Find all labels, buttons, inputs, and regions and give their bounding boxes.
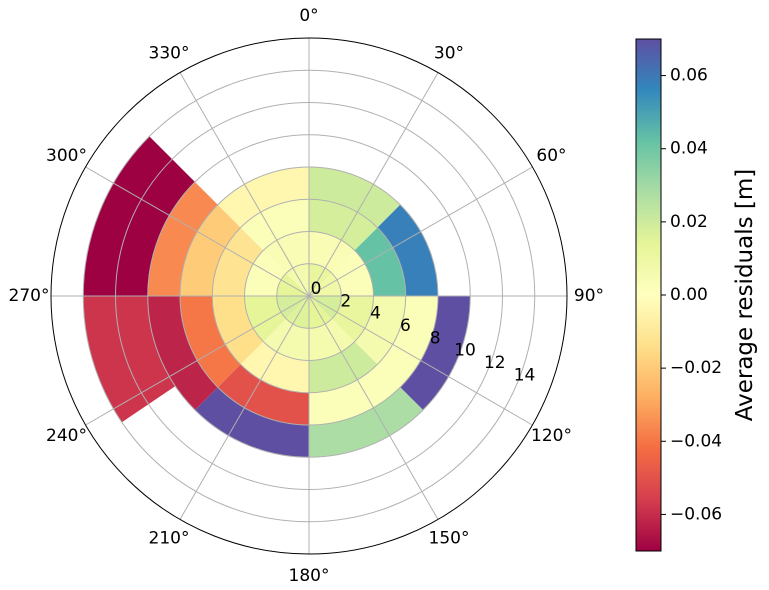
angular-gridline [85,166,310,297]
polar-frame [50,37,568,555]
polar-bin [354,296,406,365]
theta-tick-label: 330° [149,44,190,64]
colorbar-tick-label: 0.04 [670,139,708,159]
polar-bin [286,263,309,296]
angular-gridline [85,295,310,426]
colorbar-tick-label: 0.06 [670,66,708,86]
polar-bin [309,167,401,228]
polar-bin [217,167,309,228]
polar-bin [286,296,309,329]
colorbar-gradient [635,38,662,552]
polar-bin [354,227,406,296]
r-tick-label: 6 [400,316,411,336]
theta-tick-label: 30° [434,44,464,64]
r-tick-label: 2 [340,291,351,311]
colorbar-tick-label: −0.04 [670,431,722,451]
polar-bin [83,296,176,423]
theta-tick-label: 180° [289,566,330,586]
polar-bin [217,364,309,425]
colorbar-ticks: −0.06 −0.04 −0.02 0.00 0.02 0.04 0.06 [661,66,722,524]
polar-bin [276,273,309,296]
theta-tick-label: 60° [536,146,566,166]
polar-bin [180,296,241,388]
theta-tick-labels: 0° 30° 60° 90° 120° 150° 180° 210° 240° 270° 300° 3… [9,6,605,586]
polar-bin [240,341,309,393]
r-tick-label: 4 [370,304,381,324]
colorbar-tick-label: −0.06 [670,504,722,524]
polar-bin [147,181,218,296]
r-tick-label: 10 [454,341,476,361]
polar-bin [180,204,241,296]
r-tick-label: 0 [311,279,322,299]
polar-bin [377,204,438,296]
polar-bin [194,387,309,458]
theta-tick-label: 270° [9,286,50,306]
polar-bin [240,199,309,251]
polar-bins [83,136,471,458]
theta-tick-label: 240° [46,426,87,446]
polar-bin [309,231,355,274]
angular-gridline [308,295,439,520]
polar-bin [309,199,378,251]
polar-bin [377,296,438,388]
polar-bin [276,296,309,319]
polar-bin [263,318,309,361]
angular-gridline [308,166,533,297]
polar-grid [51,38,567,554]
polar-bin [83,136,195,296]
colorbar-tick-label: −0.02 [670,358,722,378]
polar-bin [212,296,264,365]
polar-bin [309,263,332,296]
polar-bin [244,250,287,296]
angular-gridline [308,295,533,426]
colorbar-tick-label: 0.00 [670,285,708,305]
theta-tick-label: 0° [299,6,318,26]
polar-bin [212,227,264,296]
theta-tick-label: 120° [531,426,572,446]
angular-gridline [308,72,439,297]
theta-tick-label: 210° [149,528,190,548]
theta-tick-label: 300° [46,146,87,166]
polar-bin [309,364,401,425]
polar-bin [309,296,342,319]
polar-bin [309,387,424,458]
colorbar-tick-label: 0.02 [670,212,708,232]
polar-bin [244,296,287,342]
polar-bin [309,273,342,296]
angular-gridline [179,295,310,520]
r-tick-label: 8 [430,328,441,348]
polar-bin [331,296,374,342]
r-tick-label: 14 [514,365,536,385]
polar-bin [309,296,332,329]
polar-bin [400,296,471,411]
polar-bin [309,318,355,361]
theta-tick-label: 90° [574,286,604,306]
r-tick-label: 12 [484,353,506,373]
polar-bin [309,341,378,393]
colorbar-label: Average residuals [m] [732,169,758,422]
theta-tick-label: 150° [429,528,470,548]
colorbar: −0.06 −0.04 −0.02 0.00 0.02 0.04 0.06 Average … [635,38,758,552]
polar-bin [147,296,218,411]
polar-bin [331,250,374,296]
polar-bin [263,231,309,274]
angular-gridline [179,72,310,297]
